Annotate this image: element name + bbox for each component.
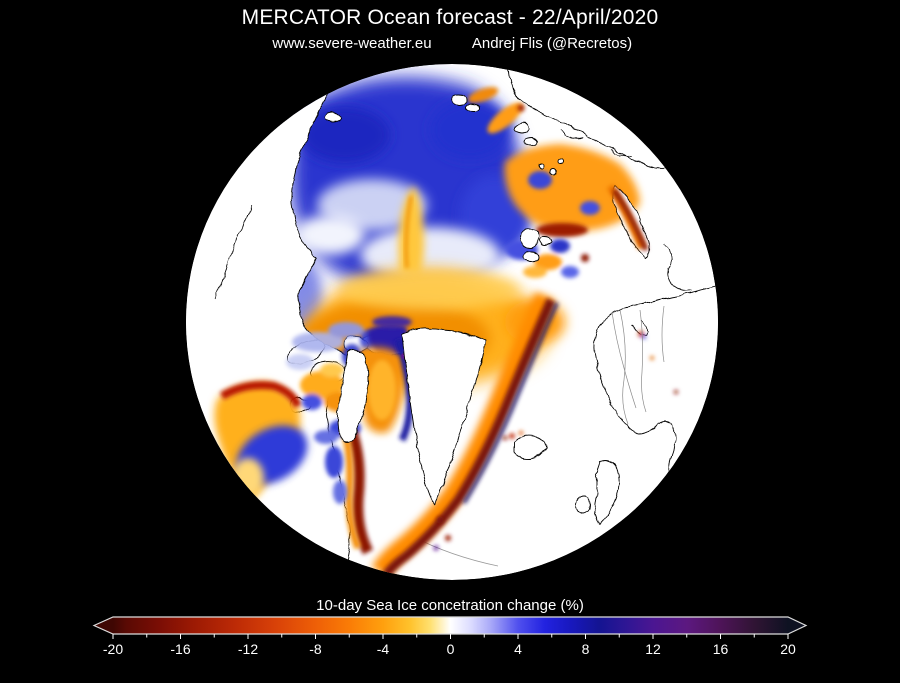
polar-map-disc xyxy=(186,64,718,580)
colorbar-tick-label: -4 xyxy=(377,641,390,657)
east-greenland-band xyxy=(371,291,555,578)
colorbar-gradient xyxy=(113,617,788,634)
colorbar-tick-label: 20 xyxy=(780,641,796,657)
colorbar-tick-label: -8 xyxy=(309,641,322,657)
colorbar: 10-day Sea Ice concetration change (%) -… xyxy=(92,597,808,657)
colorbar-tick-label: 4 xyxy=(514,641,522,657)
land-greenland xyxy=(401,328,487,505)
country-borders xyxy=(611,305,665,425)
labrador-band xyxy=(346,430,373,555)
colorbar-right-arrow xyxy=(788,617,806,634)
colorbar-tick-label: -20 xyxy=(103,641,123,657)
colorbar-title: 10-day Sea Ice concetration change (%) xyxy=(316,597,584,614)
author-credit: Andrej Flis (@Recretos) xyxy=(471,35,633,52)
land-svalbard xyxy=(519,228,539,249)
land-wrangel-island xyxy=(324,111,342,123)
land-baffin-island xyxy=(337,350,369,444)
land-iceland xyxy=(513,435,547,459)
colorbar-tick-label: 12 xyxy=(645,641,661,657)
colorbar-tick-label: -16 xyxy=(170,641,190,657)
page-title: MERCATOR Ocean forecast - 22/April/2020 xyxy=(241,6,659,29)
colorbar-ticks xyxy=(112,634,789,639)
website-text: www.severe-weather.eu xyxy=(272,35,432,52)
land-scandinavia-russia xyxy=(593,279,718,541)
foreground-landmasses xyxy=(324,94,564,505)
colorbar-tick-label: 0 xyxy=(447,641,455,657)
colorbar-tick-label: -12 xyxy=(238,641,258,657)
colorbar-tick-label: 8 xyxy=(582,641,590,657)
land-britain xyxy=(594,460,621,525)
colorbar-tick-labels: -20 -16 -12 -8 -4 0 4 8 12 16 20 xyxy=(103,641,796,657)
coastal-ice-fields xyxy=(214,183,678,578)
colorbar-tick-label: 16 xyxy=(713,641,729,657)
colorbar-left-arrow xyxy=(94,617,113,634)
